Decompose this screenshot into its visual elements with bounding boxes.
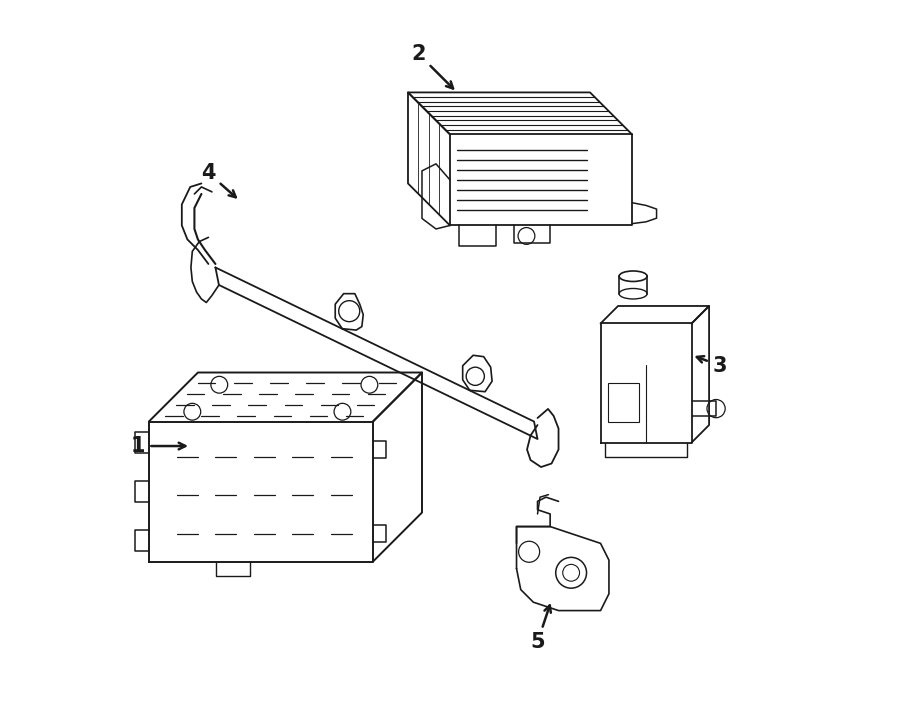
Text: 2: 2 [411, 44, 453, 89]
Text: 1: 1 [131, 436, 185, 456]
Text: 4: 4 [202, 163, 236, 198]
Text: 3: 3 [697, 356, 727, 375]
Bar [608, 383, 639, 422]
Text: 5: 5 [530, 605, 551, 652]
